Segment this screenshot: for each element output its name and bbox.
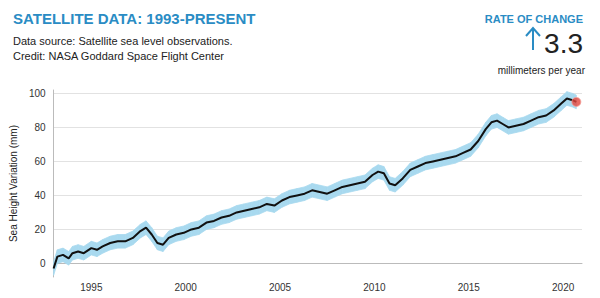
svg-text:2000: 2000 (175, 282, 198, 293)
svg-text:RATE OF CHANGE: RATE OF CHANGE (485, 13, 583, 25)
svg-text:60: 60 (34, 156, 46, 167)
svg-text:1995: 1995 (80, 282, 103, 293)
svg-text:80: 80 (34, 122, 46, 133)
svg-text:Sea Height Variation (mm): Sea Height Variation (mm) (8, 125, 19, 242)
svg-text:millimeters per year: millimeters per year (498, 65, 586, 76)
svg-text:20: 20 (34, 224, 46, 235)
svg-text:0: 0 (40, 258, 46, 269)
svg-text:3.3: 3.3 (544, 28, 583, 59)
svg-text:Data source: Satellite sea lev: Data source: Satellite sea level observa… (13, 35, 233, 47)
svg-text:100: 100 (29, 88, 46, 99)
svg-text:SATELLITE DATA: 1993-PRESENT: SATELLITE DATA: 1993-PRESENT (13, 10, 256, 27)
svg-text:Credit: NASA Goddard Space Fli: Credit: NASA Goddard Space Flight Center (13, 50, 224, 62)
svg-text:2010: 2010 (363, 282, 386, 293)
svg-text:2020: 2020 (552, 282, 575, 293)
svg-text:40: 40 (34, 190, 46, 201)
svg-text:2005: 2005 (269, 282, 292, 293)
svg-text:2015: 2015 (458, 282, 481, 293)
